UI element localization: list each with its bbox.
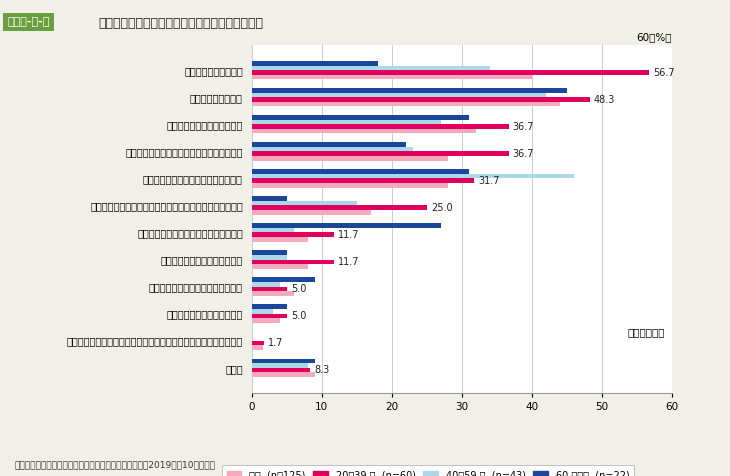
Text: 31.7: 31.7: [478, 176, 499, 186]
Bar: [252, 237, 308, 242]
Text: 11.7: 11.7: [338, 257, 359, 267]
Text: 5.0: 5.0: [291, 284, 307, 294]
Bar: [252, 115, 469, 119]
Bar: [252, 142, 406, 147]
Text: 60（%）: 60（%）: [636, 32, 672, 42]
Bar: [252, 278, 315, 282]
Bar: [252, 228, 293, 232]
Text: 56.7: 56.7: [653, 68, 675, 78]
Bar: [252, 88, 566, 93]
Bar: [252, 341, 264, 345]
Bar: [252, 305, 287, 309]
Bar: [252, 151, 509, 156]
Text: 5.0: 5.0: [291, 311, 307, 321]
Bar: [252, 174, 574, 178]
Text: 36.7: 36.7: [512, 121, 534, 131]
Bar: [252, 210, 371, 215]
Bar: [252, 201, 357, 206]
Bar: [252, 314, 287, 318]
Bar: [252, 318, 280, 323]
Bar: [252, 183, 447, 188]
Bar: [252, 363, 308, 367]
Bar: [252, 368, 310, 372]
Bar: [252, 264, 308, 269]
Bar: [252, 147, 412, 151]
Text: 朝食を食べるために必要なこと（女性・年代別）: 朝食を食べるために必要なこと（女性・年代別）: [99, 17, 264, 30]
Text: 36.7: 36.7: [512, 149, 534, 159]
Text: 図表１-８-２: 図表１-８-２: [7, 17, 50, 27]
Bar: [252, 97, 590, 102]
Bar: [252, 196, 287, 201]
Bar: [252, 178, 474, 183]
Bar: [252, 358, 315, 363]
Legend: 全体  (n＝125), 20～39 歳  (n=60), 40～59 歳  (n=43), 60 歳以上  (n=22): 全体 (n＝125), 20～39 歳 (n=60), 40～59 歳 (n=4…: [222, 466, 634, 476]
Bar: [252, 169, 469, 174]
Bar: [252, 282, 280, 287]
Text: 1.7: 1.7: [268, 338, 283, 348]
Bar: [252, 287, 287, 291]
Text: 25.0: 25.0: [431, 203, 453, 213]
Bar: [252, 250, 287, 255]
Bar: [252, 70, 648, 75]
Bar: [252, 232, 334, 237]
Bar: [252, 61, 378, 66]
Bar: [252, 66, 490, 70]
Bar: [252, 372, 315, 377]
Bar: [252, 309, 273, 314]
Bar: [252, 124, 509, 129]
Bar: [252, 129, 476, 133]
Bar: [252, 102, 560, 107]
Bar: [252, 156, 447, 160]
Text: 11.7: 11.7: [338, 230, 359, 240]
Bar: [252, 119, 441, 124]
Text: 48.3: 48.3: [594, 95, 615, 105]
Bar: [252, 259, 334, 264]
Bar: [252, 345, 263, 350]
Bar: [252, 75, 531, 79]
Bar: [252, 291, 293, 296]
Bar: [252, 223, 441, 228]
Text: （複数回答）: （複数回答）: [627, 327, 664, 337]
Bar: [252, 93, 545, 97]
Bar: [252, 255, 287, 259]
Bar: [252, 206, 427, 210]
Text: 8.3: 8.3: [314, 365, 329, 375]
Text: 資料：農林水産省「食育に関する意識調査」（令和元（2019）年10月実施）: 資料：農林水産省「食育に関する意識調査」（令和元（2019）年10月実施）: [15, 460, 215, 469]
